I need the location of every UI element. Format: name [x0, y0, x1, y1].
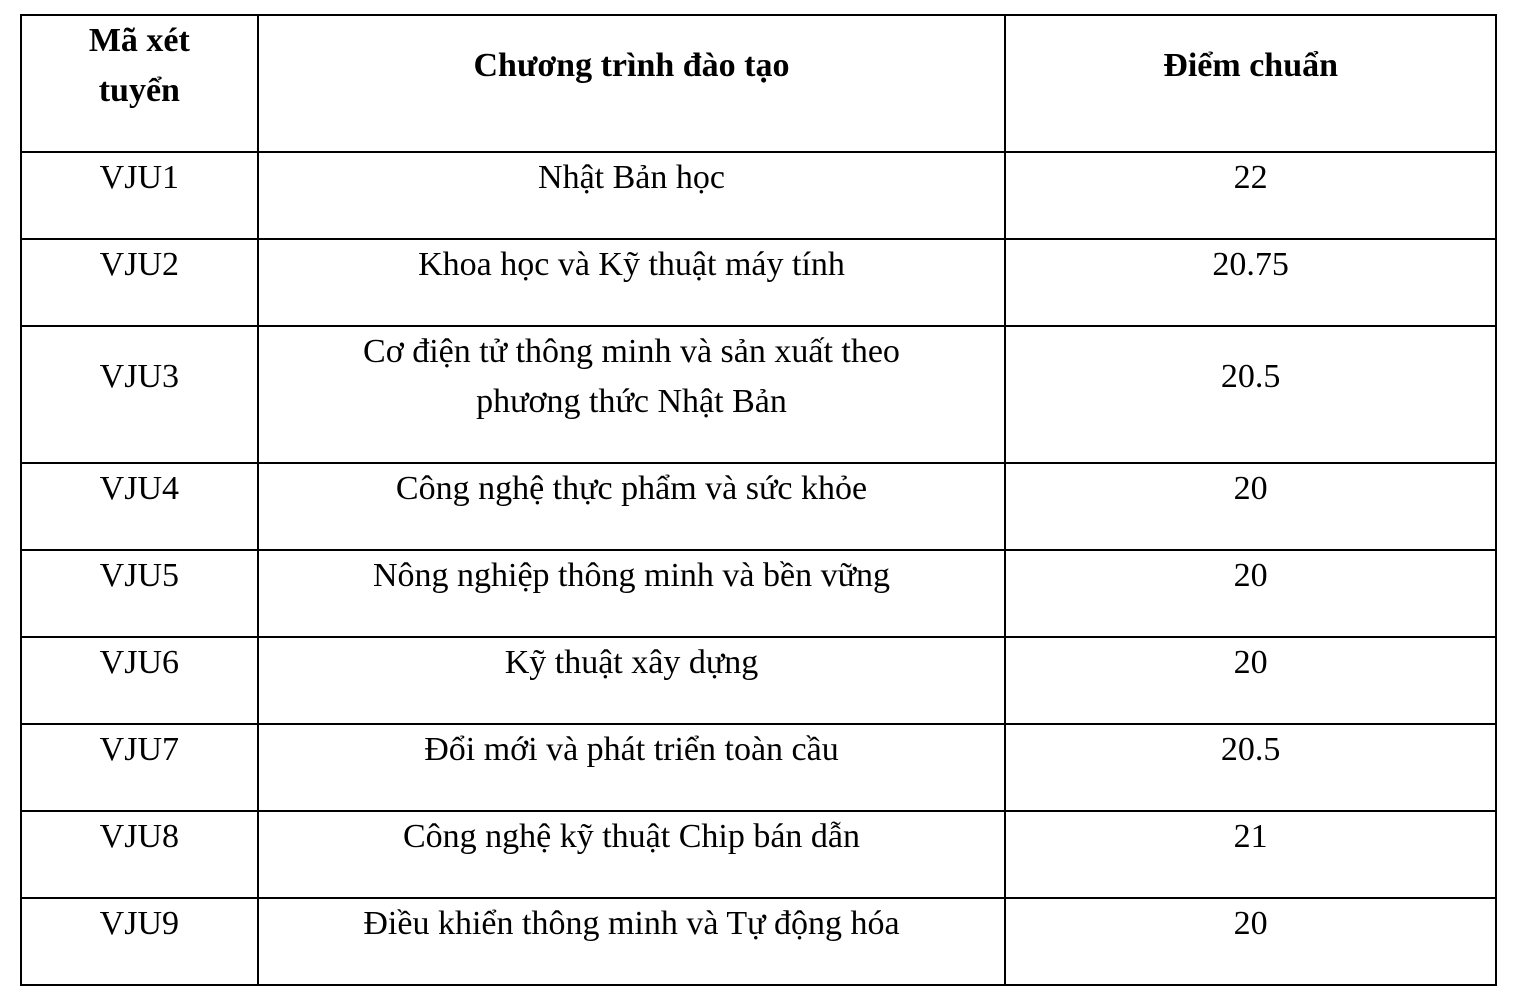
code-cell: VJU2 — [20, 238, 259, 327]
code-cell: VJU8 — [20, 810, 259, 899]
program-cell: Nhật Bản học — [256, 151, 1007, 240]
table-row: VJU3 Cơ điện tử thông minh và sản xuất t… — [20, 325, 1497, 464]
header-code: Mã xét tuyển — [20, 14, 259, 153]
program-cell: Công nghệ thực phẩm và sức khỏe — [256, 462, 1007, 551]
table-row: VJU7 Đổi mới và phát triển toàn cầu 20.5 — [20, 723, 1497, 812]
score-cell: 20 — [1004, 462, 1497, 551]
program-cell: Điều khiển thông minh và Tự động hóa — [256, 897, 1007, 986]
score-cell: 20.5 — [1004, 723, 1497, 812]
table-row: VJU6 Kỹ thuật xây dựng 20 — [20, 636, 1497, 725]
program-cell: Cơ điện tử thông minh và sản xuất theo p… — [256, 325, 1007, 464]
code-cell: VJU6 — [20, 636, 259, 725]
table-row: VJU9 Điều khiển thông minh và Tự động hó… — [20, 897, 1497, 986]
score-cell: 20.75 — [1004, 238, 1497, 327]
score-cell: 20 — [1004, 549, 1497, 638]
header-score: Điểm chuẩn — [1004, 14, 1497, 153]
score-cell: 20 — [1004, 636, 1497, 725]
program-cell: Đổi mới và phát triển toàn cầu — [256, 723, 1007, 812]
program-cell: Công nghệ kỹ thuật Chip bán dẫn — [256, 810, 1007, 899]
score-cell: 20.5 — [1004, 325, 1497, 464]
header-program: Chương trình đào tạo — [256, 14, 1007, 153]
program-cell: Kỹ thuật xây dựng — [256, 636, 1007, 725]
code-cell: VJU1 — [20, 151, 259, 240]
admission-scores-table: Mã xét tuyển Chương trình đào tạo Điểm c… — [20, 14, 1497, 986]
program-cell: Khoa học và Kỹ thuật máy tính — [256, 238, 1007, 327]
code-cell: VJU3 — [20, 325, 259, 464]
code-cell: VJU9 — [20, 897, 259, 986]
code-cell: VJU5 — [20, 549, 259, 638]
table-row: VJU1 Nhật Bản học 22 — [20, 151, 1497, 240]
table-row: VJU8 Công nghệ kỹ thuật Chip bán dẫn 21 — [20, 810, 1497, 899]
header-row: Mã xét tuyển Chương trình đào tạo Điểm c… — [20, 14, 1497, 153]
code-cell: VJU7 — [20, 723, 259, 812]
score-cell: 21 — [1004, 810, 1497, 899]
table-row: VJU2 Khoa học và Kỹ thuật máy tính 20.75 — [20, 238, 1497, 327]
table-row: VJU5 Nông nghiệp thông minh và bền vững … — [20, 549, 1497, 638]
code-cell: VJU4 — [20, 462, 259, 551]
program-cell: Nông nghiệp thông minh và bền vững — [256, 549, 1007, 638]
table-row: VJU4 Công nghệ thực phẩm và sức khỏe 20 — [20, 462, 1497, 551]
score-cell: 22 — [1004, 151, 1497, 240]
score-cell: 20 — [1004, 897, 1497, 986]
